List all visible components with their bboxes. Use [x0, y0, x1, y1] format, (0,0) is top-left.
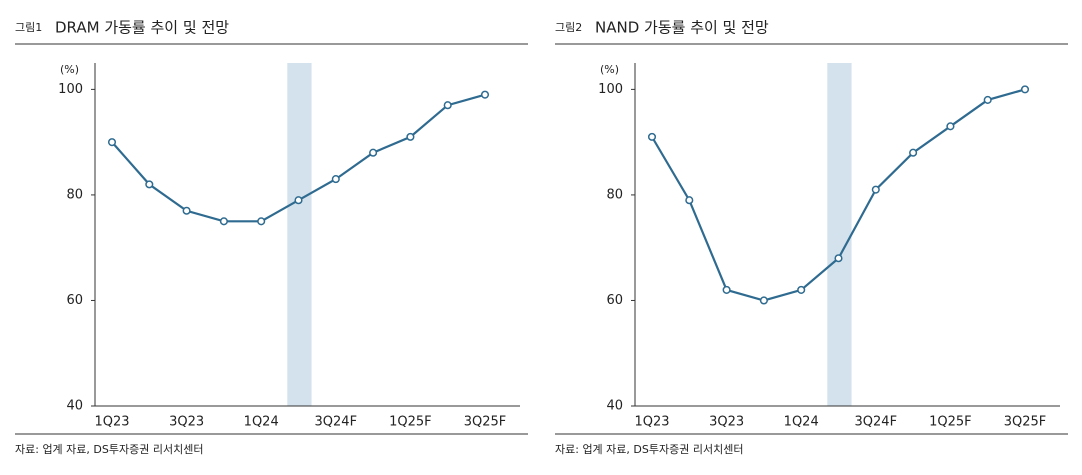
marker — [1020, 85, 1030, 94]
marker — [443, 101, 452, 110]
x-tick-label: 1Q25F — [389, 415, 432, 430]
marker — [257, 217, 266, 226]
x-tick-label: 3Q24F — [315, 415, 358, 430]
unit-label: (%) — [600, 63, 619, 76]
marker — [871, 185, 880, 194]
y-tick-label: 60 — [606, 293, 623, 308]
marker — [797, 285, 806, 294]
y-tick-label: 80 — [66, 187, 83, 202]
marker — [219, 217, 228, 226]
figure-label: 그림1 — [15, 21, 42, 34]
marker — [647, 132, 657, 141]
x-tick-label: 1Q24 — [244, 415, 279, 430]
marker — [983, 95, 992, 104]
marker — [909, 148, 918, 157]
marker — [759, 296, 768, 305]
marker — [182, 206, 191, 215]
x-tick-label: 1Q23 — [634, 415, 669, 430]
figure-label: 그림2 — [555, 21, 582, 34]
chart-title: NAND 가동률 추이 및 전망 — [595, 19, 769, 37]
chart-title: DRAM 가동률 추이 및 전망 — [55, 19, 229, 37]
y-tick-label: 60 — [66, 293, 83, 308]
marker — [946, 122, 955, 131]
marker — [331, 175, 340, 184]
marker — [145, 180, 154, 189]
highlight-band — [287, 63, 312, 406]
y-tick-label: 40 — [606, 399, 623, 414]
marker — [722, 285, 731, 294]
x-tick-label: 1Q25F — [929, 415, 972, 430]
marker — [834, 254, 843, 263]
source: 자료: 업계 자료, DS투자증권 리서치센터 — [555, 443, 743, 456]
x-tick-label: 1Q24 — [784, 415, 819, 430]
marker — [406, 132, 415, 141]
marker — [107, 138, 117, 147]
y-tick-label: 100 — [58, 82, 83, 97]
x-tick-label: 1Q23 — [94, 415, 129, 430]
marker — [369, 148, 378, 157]
x-tick-label: 3Q23 — [169, 415, 204, 430]
y-tick-label: 100 — [598, 82, 623, 97]
source: 자료: 업계 자료, DS투자증권 리서치센터 — [15, 443, 203, 456]
x-tick-label: 3Q25F — [1004, 415, 1047, 430]
x-tick-label: 3Q23 — [709, 415, 744, 430]
y-tick-label: 40 — [66, 399, 83, 414]
highlight-band — [827, 63, 852, 406]
unit-label: (%) — [60, 63, 79, 76]
x-tick-label: 3Q25F — [464, 415, 507, 430]
marker — [294, 196, 303, 205]
x-tick-label: 3Q24F — [855, 415, 898, 430]
marker — [685, 196, 694, 205]
marker — [480, 90, 490, 99]
y-tick-label: 80 — [606, 187, 623, 202]
